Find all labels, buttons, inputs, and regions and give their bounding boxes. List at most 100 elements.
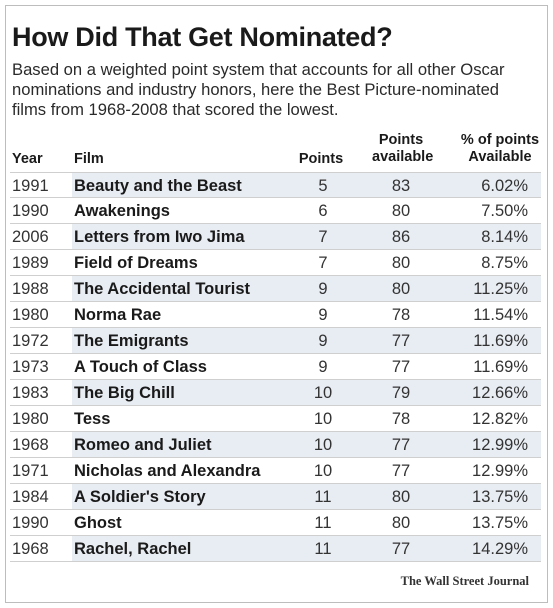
cell-film: The Accidental Tourist	[74, 280, 251, 298]
cell-year: 1984	[12, 488, 49, 506]
cell-points-available: 80	[391, 202, 411, 220]
cell-film: The Big Chill	[74, 384, 175, 402]
cell-pct-available: 13.75%	[472, 514, 528, 532]
table-row: 1989 Field of Dreams 7 80 8.75%	[10, 250, 541, 276]
cell-points: 10	[313, 436, 333, 454]
cell-points: 5	[318, 177, 328, 195]
table-row: 1988 The Accidental Tourist 9 80 11.25%	[10, 276, 541, 302]
cell-film: Rachel, Rachel	[74, 540, 192, 558]
cell-film: The Emigrants	[74, 332, 189, 350]
column-header-year: Year	[12, 151, 43, 167]
cell-pct-available: 8.14%	[481, 228, 528, 246]
cell-points-available: 77	[391, 540, 411, 558]
cell-points-available: 78	[391, 306, 411, 324]
table-row: 1980 Tess 10 78 12.82%	[10, 406, 541, 432]
cell-pct-available: 11.69%	[473, 358, 528, 376]
table-row: 1991 Beauty and the Beast 5 83 6.02%	[10, 172, 541, 198]
cell-pct-available: 11.69%	[473, 332, 528, 350]
row-shading	[72, 484, 541, 509]
cell-pct-available: 12.99%	[472, 462, 528, 480]
cell-points: 9	[318, 306, 328, 324]
cell-points-available: 80	[391, 280, 411, 298]
chart-title: How Did That Get Nominated?	[12, 22, 393, 52]
cell-points: 7	[318, 254, 328, 272]
cell-points: 10	[313, 462, 333, 480]
row-shading	[72, 380, 541, 405]
cell-year: 1990	[12, 514, 49, 532]
row-shading	[72, 328, 541, 353]
table-row: 2006 Letters from Iwo Jima 7 86 8.14%	[10, 224, 541, 250]
cell-points-available: 77	[391, 332, 411, 350]
cell-pct-available: 14.29%	[472, 540, 528, 558]
cell-points: 9	[318, 358, 328, 376]
cell-film: Tess	[74, 410, 111, 428]
cell-film: Ghost	[74, 514, 122, 532]
cell-pct-available: 12.99%	[472, 436, 528, 454]
column-header-points: Points	[298, 151, 344, 167]
cell-film: Norma Rae	[74, 306, 162, 324]
cell-year: 1990	[12, 202, 49, 220]
cell-pct-available: 8.75%	[481, 254, 528, 272]
cell-year: 1989	[12, 254, 49, 272]
cell-pct-available: 12.82%	[472, 410, 528, 428]
column-header-points-available: Points available	[372, 132, 434, 165]
cell-points-available: 78	[391, 410, 411, 428]
cell-points-available: 77	[391, 358, 411, 376]
cell-pct-available: 11.54%	[473, 306, 528, 324]
cell-points: 11	[314, 540, 332, 558]
cell-points-available: 77	[391, 462, 411, 480]
table-row: 1968 Rachel, Rachel 11 77 14.29%	[10, 536, 541, 562]
cell-pct-available: 13.75%	[472, 488, 528, 506]
table-row: 1990 Awakenings 6 80 7.50%	[10, 198, 541, 224]
table-row: 1990 Ghost 11 80 13.75%	[10, 510, 541, 536]
row-shading	[72, 224, 541, 249]
table-row: 1973 A Touch of Class 9 77 11.69%	[10, 354, 541, 380]
cell-year: 1980	[12, 306, 49, 324]
cell-year: 1991	[12, 177, 49, 195]
cell-year: 2006	[12, 228, 49, 246]
cell-points: 9	[318, 332, 328, 350]
cell-film: A Touch of Class	[74, 358, 207, 376]
row-shading	[72, 173, 541, 197]
cell-points-available: 77	[391, 436, 411, 454]
cell-year: 1971	[12, 462, 49, 480]
cell-points: 10	[313, 410, 333, 428]
cell-points-available: 80	[391, 488, 411, 506]
cell-pct-available: 6.02%	[481, 177, 528, 195]
cell-points: 9	[318, 280, 328, 298]
cell-points: 11	[314, 488, 332, 506]
row-shading	[72, 536, 541, 561]
cell-year: 1972	[12, 332, 49, 350]
table-row: 1984 A Soldier's Story 11 80 13.75%	[10, 484, 541, 510]
cell-points: 6	[318, 202, 328, 220]
cell-film: Nicholas and Alexandra	[74, 462, 261, 480]
cell-points-available: 79	[391, 384, 411, 402]
row-shading	[72, 276, 541, 301]
table-row: 1971 Nicholas and Alexandra 10 77 12.99%	[10, 458, 541, 484]
cell-year: 1980	[12, 410, 49, 428]
cell-year: 1968	[12, 540, 49, 558]
cell-pct-available: 12.66%	[472, 384, 528, 402]
cell-points-available: 86	[391, 228, 411, 246]
cell-year: 1988	[12, 280, 49, 298]
cell-film: A Soldier's Story	[74, 488, 206, 506]
cell-pct-available: 11.25%	[473, 280, 528, 298]
source-credit: The Wall Street Journal	[400, 574, 529, 588]
cell-year: 1983	[12, 384, 49, 402]
cell-film: Romeo and Juliet	[74, 436, 212, 454]
column-header-film: Film	[74, 151, 104, 167]
table-row: 1980 Norma Rae 9 78 11.54%	[10, 302, 541, 328]
cell-film: Field of Dreams	[74, 254, 198, 272]
cell-points: 11	[314, 514, 332, 532]
table-row: 1972 The Emigrants 9 77 11.69%	[10, 328, 541, 354]
column-header-pct-available: % of points Available	[460, 132, 540, 165]
cell-points-available: 83	[391, 177, 411, 195]
cell-points: 10	[313, 384, 333, 402]
cell-points-available: 80	[391, 514, 411, 532]
cell-points-available: 80	[391, 254, 411, 272]
row-shading	[72, 432, 541, 457]
cell-year: 1968	[12, 436, 49, 454]
table-body: 1991 Beauty and the Beast 5 83 6.02% 1990 Awak…	[10, 172, 541, 562]
table-row: 1968 Romeo and Juliet 10 77 12.99%	[10, 432, 541, 458]
cell-film: Awakenings	[74, 202, 170, 220]
